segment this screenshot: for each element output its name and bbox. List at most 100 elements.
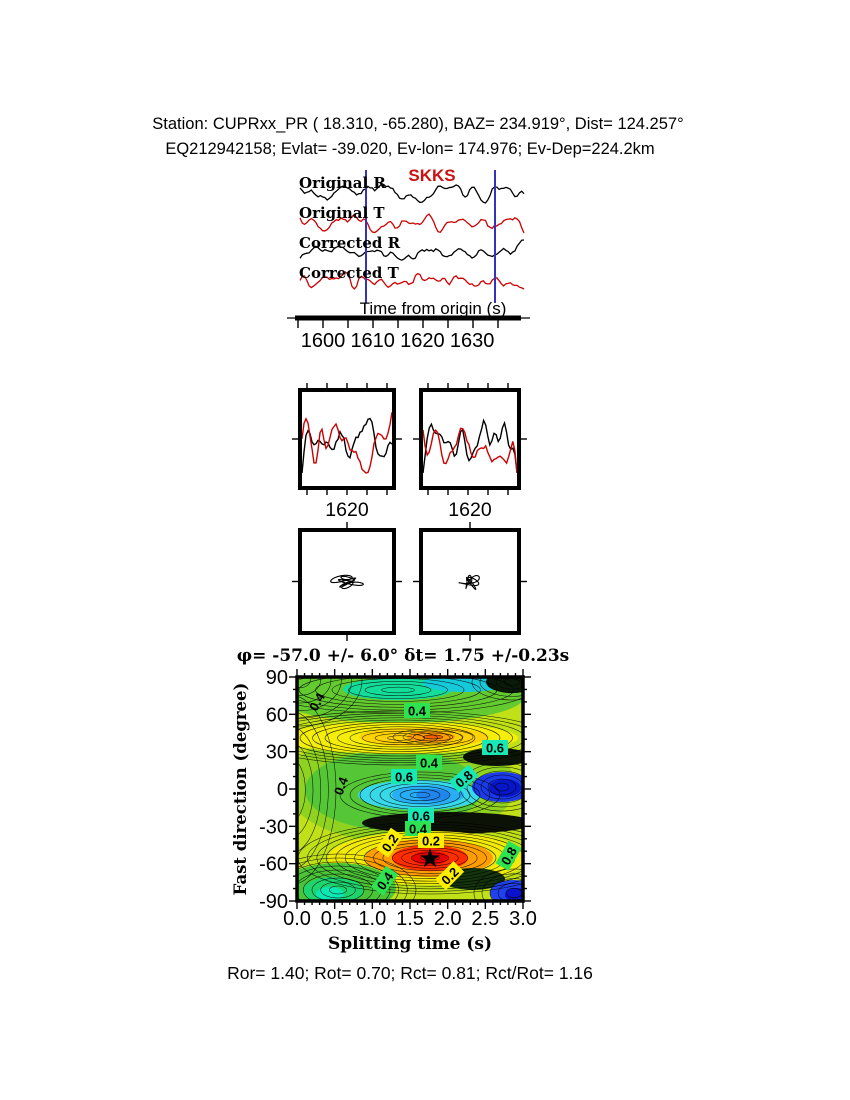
ellipse-shape: [409, 791, 431, 799]
window-trace: [302, 417, 392, 474]
time-axis-label: Time from origin (s): [360, 299, 507, 318]
ellipse-shape: [297, 710, 523, 766]
particle-motion-curve-0: [330, 574, 364, 590]
rect-shape: [435, 861, 465, 891]
ellipse-shape: [487, 778, 517, 796]
window-left-ticklabel: 1620: [325, 499, 369, 521]
ellipse-shape: [362, 812, 523, 834]
ellipse-shape: [466, 766, 523, 808]
phase-label: SKKS: [408, 166, 455, 185]
seismogram-trace-0: [299, 183, 525, 204]
ellipse-shape: [324, 724, 476, 752]
trace-label-original-t: Original T: [299, 204, 385, 222]
seismogram-trace-1: [299, 213, 525, 234]
ellipse-shape: [297, 677, 363, 727]
seismogram-trace-2: [299, 239, 525, 261]
ellipse-shape: [392, 728, 474, 746]
contour-label-0.4: 0.4: [405, 821, 431, 837]
ellipse-shape: [312, 721, 488, 755]
rect-shape: [370, 865, 399, 896]
time-axis-ticklabels: 1600 1610 1620 1630: [301, 330, 495, 352]
ellipse-shape: [298, 677, 498, 708]
ellipse-shape: [489, 779, 521, 797]
text-shape: 0.4: [409, 822, 428, 837]
ellipse-shape: [297, 677, 342, 711]
ellipse-shape: [297, 677, 514, 711]
ellipse-shape: [362, 730, 438, 746]
text-shape: 0.2: [422, 834, 440, 849]
ellipse-shape: [412, 851, 448, 865]
ellipse-shape: [349, 728, 451, 748]
window-traces-1: [423, 418, 517, 474]
ellipse-shape: [297, 677, 352, 719]
ellipse-shape: [487, 677, 523, 694]
time-tick-label: 1630: [450, 330, 495, 352]
text-shape: 0.4: [331, 774, 352, 797]
ellipse-shape: [416, 789, 450, 801]
contour-ytick-label: 60: [266, 704, 288, 726]
waveform-window-panels: 1620 1620: [298, 388, 521, 521]
seismogram-traces: [299, 170, 525, 303]
ellipse-shape: [299, 719, 501, 757]
ellipse-shape: [297, 728, 321, 852]
contour-axes: 0.0 0.5 1.0 1.5 2.0 2.5 3.0 90 60 30 0 -30 -60 -90: [259, 667, 537, 930]
rect-shape: [375, 827, 404, 858]
text-shape: 0.4: [420, 756, 439, 771]
ellipse-shape: [297, 857, 408, 901]
g-shape: 0.4 0.40.60.40.60.4 0.80.60.40.20.20.20.40…: [297, 677, 523, 901]
ellipse-shape: [297, 717, 513, 759]
ellipse-shape: [311, 877, 365, 901]
ellipse-shape: [505, 888, 523, 901]
ellipse-shape: [471, 677, 523, 701]
window-trace: [423, 427, 517, 474]
text-shape: 0.6: [412, 809, 430, 824]
ellipse-shape: [494, 782, 510, 792]
ellipse-shape: [489, 878, 523, 901]
rect-shape: [416, 755, 442, 770]
ellipse-shape: [297, 711, 329, 869]
particle-motion-panels: [298, 528, 521, 635]
ellipse-shape: [480, 774, 523, 800]
contour-label-0.6: 0.6: [482, 740, 508, 756]
ellipse-shape: [374, 733, 426, 743]
contour-xtick-label: 0.0: [283, 908, 311, 930]
contour-xlabel: Splitting time (s): [328, 934, 492, 954]
rect-shape: [418, 833, 444, 848]
ellipse-shape: [297, 865, 391, 901]
time-tick-label: 1600: [301, 330, 346, 352]
text-shape: 0.6: [395, 770, 413, 785]
rect-shape: [405, 821, 431, 836]
seismogram-trace-labels: Original R Original T Corrected R Correc…: [299, 174, 401, 282]
ellipse-shape: [401, 850, 459, 866]
contour-ytick-label: 0: [277, 779, 288, 801]
contour-label-0.2: 0.2: [418, 833, 444, 849]
contour-title: φ= -57.0 +/- 6.0° δt= 1.75 +/-0.23s: [237, 646, 570, 666]
contour-ytick-label: -60: [259, 854, 288, 876]
text-shape: 0.4: [408, 704, 427, 719]
ellipse-shape: [389, 786, 451, 804]
ellipse-shape: [297, 695, 337, 885]
ellipse-shape: [473, 868, 523, 901]
ellipse-shape: [329, 885, 347, 895]
ellipse-shape: [297, 677, 332, 704]
ellipse-shape: [297, 677, 523, 714]
ellipse-shape: [297, 677, 311, 688]
ellipse-shape: [297, 861, 399, 901]
ellipse-shape: [495, 677, 523, 690]
ellipse-shape: [348, 681, 448, 699]
ellipse-shape: [297, 853, 417, 901]
contour-ytick-label: -90: [259, 891, 288, 913]
contour-ytick-label: 30: [266, 742, 288, 764]
ellipse-shape: [479, 677, 523, 697]
ellipse-shape: [297, 744, 314, 836]
ellipse-shape: [297, 715, 523, 761]
contour-label-0.4: 0.4: [331, 774, 352, 797]
rect-shape: [391, 769, 417, 784]
result-ratios: Ror= 1.40; Rot= 0.70; Rct= 0.81; Rct/Rot…: [227, 963, 593, 983]
rect-shape: [482, 740, 508, 755]
ellipse-shape: [423, 677, 507, 692]
contour-label-0.6: 0.6: [391, 769, 417, 785]
ellipse-shape: [320, 881, 356, 899]
contour-label-0.6: 0.6: [408, 808, 434, 824]
